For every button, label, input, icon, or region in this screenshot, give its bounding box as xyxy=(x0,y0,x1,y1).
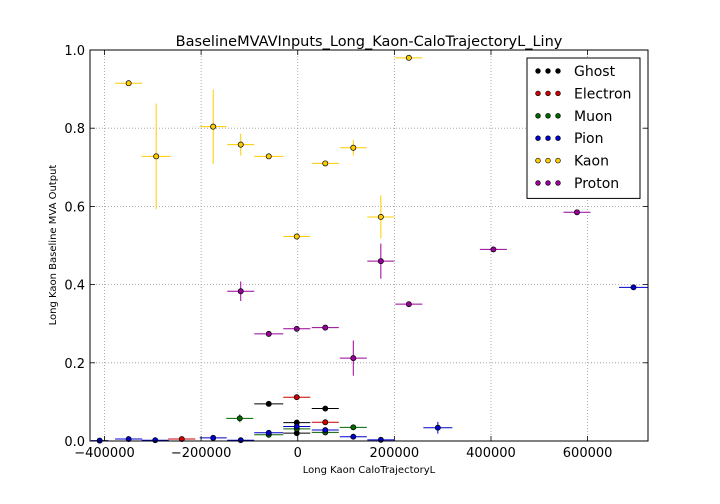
series-electron xyxy=(168,394,339,442)
legend-label-muon: Muon xyxy=(574,109,612,125)
x-axis-label: Long Kaon CaloTrajectoryL xyxy=(303,465,436,476)
proton-point xyxy=(265,330,272,337)
series-kaon xyxy=(115,54,423,240)
axis-ticks: −400000 −200000 0 200000 400000 600000 0.0 0.2 0… xyxy=(64,44,648,461)
y-axis-label: Long Kaon Baseline MVA Output xyxy=(48,165,59,326)
pion-point xyxy=(322,427,329,434)
y-tick-label: 0.0 xyxy=(64,435,85,450)
legend-marker-ghost xyxy=(555,68,561,74)
kaon-point xyxy=(153,153,160,160)
legend-marker-kaon xyxy=(535,157,541,164)
legend-marker-ghost xyxy=(545,68,551,74)
pion-point xyxy=(152,437,159,444)
legend-label-electron: Electron xyxy=(574,86,631,102)
pion-point xyxy=(293,423,300,430)
legend-label-ghost: Ghost xyxy=(574,64,616,80)
legend-marker-electron xyxy=(545,90,551,97)
legend-marker-proton xyxy=(535,180,541,186)
x-tick-label: −200000 xyxy=(171,446,232,461)
legend-marker-electron xyxy=(535,90,541,97)
pion-point xyxy=(237,437,244,444)
legend-marker-muon xyxy=(555,113,561,119)
muon-point xyxy=(350,424,357,431)
legend-marker-pion xyxy=(555,135,561,141)
series-proton xyxy=(227,209,591,376)
legend-marker-pion xyxy=(535,135,541,141)
x-tick-label: 200000 xyxy=(370,446,420,461)
muon-point xyxy=(236,415,243,422)
proton-point xyxy=(237,288,244,295)
chart-title: BaselineMVAVInputs_Long_Kaon-CaloTraject… xyxy=(176,34,563,50)
electron-point xyxy=(322,419,329,426)
legend-marker-muon xyxy=(545,113,551,119)
electron-point xyxy=(178,436,185,442)
x-tick-label: 600000 xyxy=(563,446,613,461)
legend-marker-kaon xyxy=(545,157,551,164)
kaon-point xyxy=(265,153,272,160)
y-tick-label: 0.2 xyxy=(64,357,85,372)
proton-point xyxy=(350,355,357,362)
proton-point xyxy=(293,325,300,332)
kaon-point xyxy=(293,233,300,240)
y-tick-label: 0.8 xyxy=(64,122,85,137)
electron-point xyxy=(293,394,300,401)
legend-label-proton: Proton xyxy=(574,176,619,192)
kaon-point xyxy=(322,160,329,167)
proton-point xyxy=(377,258,384,265)
kaon-point xyxy=(210,123,217,130)
pion-point xyxy=(125,436,132,442)
x-tick-label: 400000 xyxy=(466,446,516,461)
legend-marker-electron xyxy=(555,90,561,97)
proton-point xyxy=(574,209,580,216)
legend-marker-proton xyxy=(555,180,561,186)
legend-marker-proton xyxy=(545,180,551,186)
legend: Ghost Electron Muon Pion Kaon Proton xyxy=(526,57,641,199)
kaon-point xyxy=(350,144,357,151)
x-tick-label: −400000 xyxy=(74,446,135,461)
pion-point xyxy=(210,434,217,441)
legend-marker-kaon xyxy=(555,157,561,164)
pion-point xyxy=(377,436,384,443)
x-tick-label: 0 xyxy=(294,446,302,461)
legend-label-pion: Pion xyxy=(574,131,603,147)
plot-frame xyxy=(89,49,649,442)
series-ghost xyxy=(254,400,339,437)
legend-box xyxy=(526,57,641,199)
ghost-point xyxy=(322,405,329,412)
y-tick-label: 0.4 xyxy=(64,279,85,294)
pion-point xyxy=(630,284,637,291)
kaon-point xyxy=(125,80,132,87)
kaon-point xyxy=(405,54,412,61)
proton-point xyxy=(405,301,412,308)
y-tick-label: 1.0 xyxy=(64,44,85,59)
kaon-point xyxy=(377,214,384,220)
pion-point xyxy=(350,433,357,440)
proton-point xyxy=(322,324,329,331)
legend-marker-muon xyxy=(535,113,541,119)
legend-label-kaon: Kaon xyxy=(574,154,609,170)
kaon-point xyxy=(237,141,244,148)
pion-point xyxy=(434,424,441,431)
pion-point xyxy=(265,429,272,436)
ghost-point xyxy=(265,400,272,407)
legend-marker-pion xyxy=(545,135,551,141)
proton-point xyxy=(490,246,497,253)
legend-marker-ghost xyxy=(535,68,541,74)
y-tick-label: 0.6 xyxy=(64,200,85,215)
